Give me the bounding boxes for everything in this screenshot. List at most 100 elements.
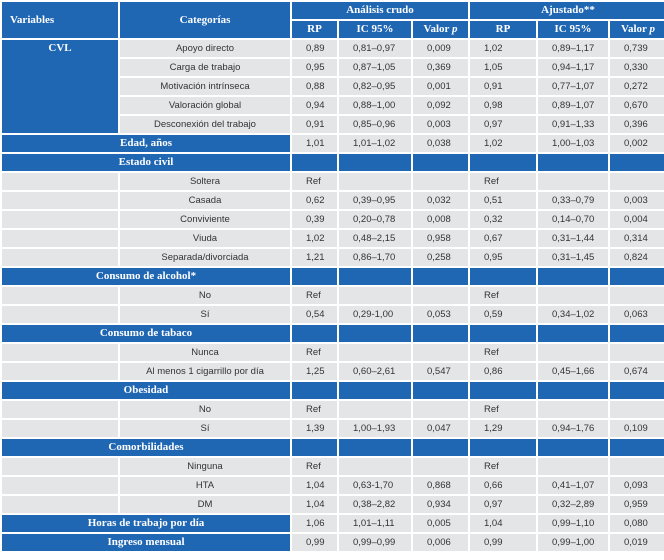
variable-label: Consumo de tabaco: [2, 325, 290, 342]
variable-label: Comorbilidades: [2, 439, 290, 456]
value-cell: 0,99: [292, 534, 337, 551]
value-cell: 0,14–0,70: [538, 211, 608, 228]
value-cell: 0,053: [413, 306, 468, 323]
value-cell: 1,02: [470, 135, 536, 152]
variable-cell: [2, 363, 118, 380]
value-cell: 0,004: [610, 211, 664, 228]
value-cell: 0,29-1,00: [339, 306, 411, 323]
value-cell: 0,99–1,00: [538, 534, 608, 551]
value-cell: 0,396: [610, 116, 664, 133]
table-row: Conviviente 0,39 0,20–0,78 0,008 0,32 0,14–0,…: [2, 211, 664, 228]
value-cell: 0,89: [292, 40, 337, 57]
section-header-cell: [413, 439, 468, 456]
value-cell: 0,31–1,44: [538, 230, 608, 247]
value-cell: 0,94–1,76: [538, 420, 608, 437]
value-cell: 0,005: [413, 515, 468, 532]
header-row-1: Variables Categorías Análisis crudo Ajus…: [2, 2, 664, 38]
section-header-cell: [538, 268, 608, 285]
section-header-cell: [292, 382, 337, 399]
value-cell: 0,59: [470, 306, 536, 323]
value-cell: Ref: [470, 458, 536, 475]
valor-p-header: Valor p: [413, 21, 468, 38]
value-cell: 1,39: [292, 420, 337, 437]
table-row: CVL Apoyo directo 0,89 0,81–0,97 0,009 1,02 0,…: [2, 40, 664, 133]
table-row: Edad, años 1,01 1,01–1,02 0,038 1,02 1,00–1,0…: [2, 135, 664, 152]
section-header-cell: [339, 268, 411, 285]
value-cell: 0,95: [292, 59, 337, 76]
value-cell: 0,39–0,95: [339, 192, 411, 209]
section-header-cell: [292, 154, 337, 171]
value-cell: [538, 458, 608, 475]
value-cell: Ref: [470, 344, 536, 361]
value-cell: 0,89–1,17: [538, 40, 608, 57]
rp-header: RP: [292, 21, 337, 38]
table-row: No Ref Ref: [2, 287, 664, 304]
value-cell: Ref: [470, 287, 536, 304]
value-cell: [339, 344, 411, 361]
value-cell: 0,019: [610, 534, 664, 551]
ic-header: IC 95%: [538, 21, 608, 38]
value-cell: 0,109: [610, 420, 664, 437]
value-cell: 0,98: [470, 97, 536, 114]
value-cell: 0,001: [413, 78, 468, 95]
value-cell: 0,63-1,70: [339, 477, 411, 494]
value-cell: 0,81–0,97: [339, 40, 411, 57]
section-header-cell: [610, 154, 664, 171]
category-cell: Separada/divorciada: [120, 249, 290, 266]
variable-label: Horas de trabajo por día: [2, 515, 290, 532]
value-cell: 1,01–1,02: [339, 135, 411, 152]
value-cell: Ref: [292, 287, 337, 304]
rp-header: RP: [470, 21, 536, 38]
value-cell: 0,51: [470, 192, 536, 209]
category-cell: No: [120, 401, 290, 418]
table-row: Desconexión del trabajo 0,91 0,85–0,96 0,00…: [2, 116, 664, 133]
category-cell: Conviviente: [120, 211, 290, 228]
table-row: Horas de trabajo por día 1,06 1,01–1,11 0,0…: [2, 515, 664, 532]
value-cell: 0,91: [292, 116, 337, 133]
value-cell: 0,33–0,79: [538, 192, 608, 209]
categorias-header: Categorías: [120, 2, 290, 38]
value-cell: [413, 287, 468, 304]
value-cell: 0,88–1,00: [339, 97, 411, 114]
value-cell: 0,824: [610, 249, 664, 266]
category-cell: Motivación intrínseca: [120, 78, 290, 95]
value-cell: [610, 458, 664, 475]
value-cell: [610, 401, 664, 418]
value-cell: Ref: [292, 401, 337, 418]
value-cell: 0,77–1,07: [538, 78, 608, 95]
table-body: CVL Apoyo directo 0,89 0,81–0,97 0,009 1,02 0,…: [2, 40, 664, 551]
value-cell: 0,66: [470, 477, 536, 494]
value-cell: 0,092: [413, 97, 468, 114]
valor-p-header: Valor p: [610, 21, 664, 38]
value-cell: 0,99–0,99: [339, 534, 411, 551]
value-cell: 0,009: [413, 40, 468, 57]
header-row-2: RP IC 95% Valor p RP IC 95% Valor p: [2, 21, 664, 38]
section-header-cell: [610, 268, 664, 285]
section-header-row: Estado civil: [2, 154, 664, 171]
value-cell: 0,959: [610, 496, 664, 513]
table-row: Nunca Ref Ref: [2, 344, 664, 361]
section-header-cell: [470, 325, 536, 342]
table-row: Al menos 1 cigarrillo por día 1,25 0,60–2,…: [2, 363, 664, 380]
variable-cell: [2, 496, 118, 513]
section-header-cell: [292, 325, 337, 342]
value-cell: 0,080: [610, 515, 664, 532]
category-cell: Apoyo directo: [120, 40, 290, 57]
value-cell: 0,314: [610, 230, 664, 247]
category-cell: No: [120, 287, 290, 304]
value-cell: 0,31–1,45: [538, 249, 608, 266]
variable-cell: [2, 173, 118, 190]
variable-cell: [2, 211, 118, 228]
value-cell: 0,86: [470, 363, 536, 380]
section-header-cell: [610, 439, 664, 456]
value-cell: 1,01–1,11: [339, 515, 411, 532]
value-cell: 1,00–1,93: [339, 420, 411, 437]
section-header-cell: [470, 268, 536, 285]
category-cell: HTA: [120, 477, 290, 494]
value-cell: 1,04: [292, 496, 337, 513]
value-cell: 0,047: [413, 420, 468, 437]
value-cell: 0,330: [610, 59, 664, 76]
section-header-cell: [292, 439, 337, 456]
value-cell: 1,21: [292, 249, 337, 266]
table-row: Separada/divorciada 1,21 0,86–1,70 0,258 0,9…: [2, 249, 664, 266]
